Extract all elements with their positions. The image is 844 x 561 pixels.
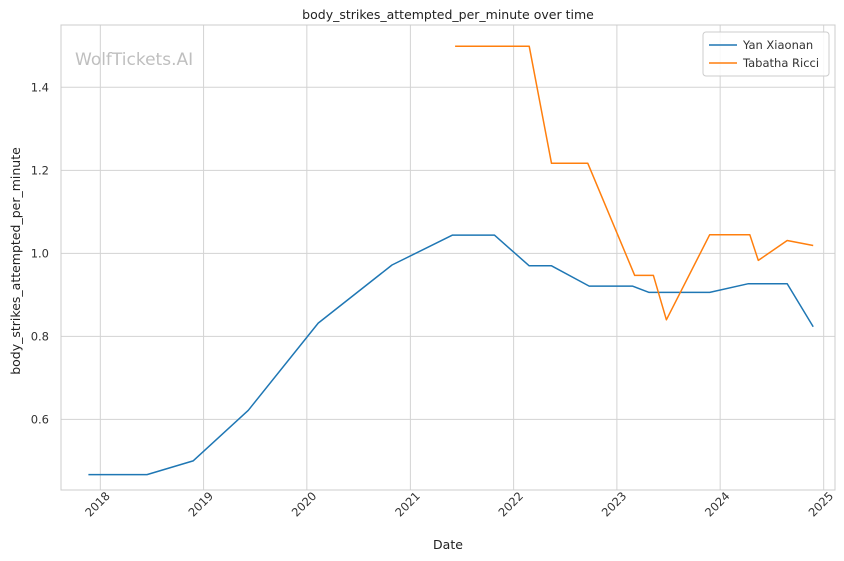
- y-tick-label: 1.0: [31, 246, 49, 260]
- x-tick-label: 2024: [702, 489, 733, 520]
- y-tick-label: 0.8: [31, 329, 49, 343]
- x-tick-label: 2019: [185, 489, 216, 520]
- y-tick-label: 1.4: [31, 80, 49, 94]
- x-tick-label: 2025: [806, 489, 837, 520]
- legend-frame: [702, 31, 830, 77]
- x-tick-label: 2022: [496, 489, 527, 520]
- series-line-1: [88, 234, 814, 476]
- x-tick-label: 2020: [289, 489, 320, 520]
- y-tick-labels: 0.6 0.8 1.0 1.2 1.4: [31, 80, 49, 426]
- plot-area-frame: [60, 24, 836, 491]
- x-tick-label: 2018: [82, 489, 113, 520]
- x-tick-label: 2023: [599, 489, 630, 520]
- watermark: WolfTickets.AI: [75, 50, 193, 70]
- x-axis-label: Date: [433, 537, 463, 552]
- x-tick-labels: 2018 2019 2020 2021 2022 2023 2024 2025: [82, 489, 836, 520]
- x-tick-label: 2021: [392, 489, 423, 520]
- series-line-2: [455, 45, 814, 321]
- legend-label: Tabatha Ricci: [742, 56, 819, 70]
- y-axis-label: body_strikes_attempted_per_minute: [8, 147, 23, 375]
- legend-label: Yan Xiaonan: [742, 38, 813, 52]
- chart-title: body_strikes_attempted_per_minute over t…: [302, 7, 594, 22]
- legend: Yan Xiaonan Tabatha Ricci: [702, 31, 830, 77]
- grid: [61, 25, 835, 490]
- y-tick-label: 1.2: [31, 163, 49, 177]
- y-tick-label: 0.6: [31, 412, 49, 426]
- series-lines: [88, 45, 814, 476]
